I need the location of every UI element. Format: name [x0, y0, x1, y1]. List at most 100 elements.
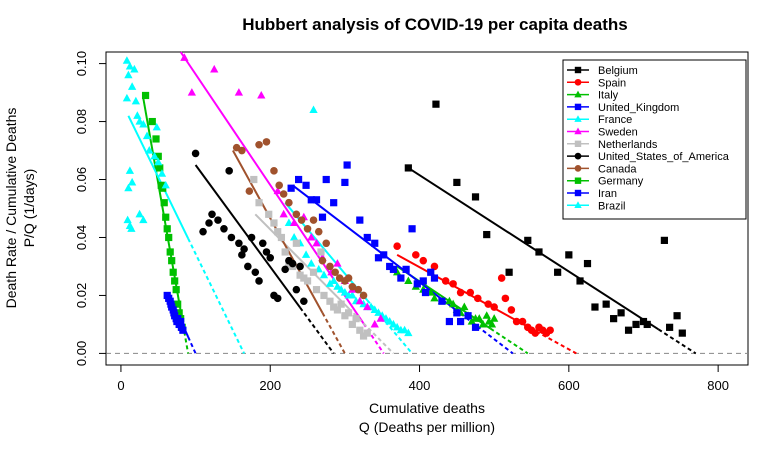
- point-netherlands: [330, 303, 338, 311]
- point-sweden: [234, 88, 244, 96]
- point-united-states-of-america: [191, 149, 200, 158]
- x-tick-label: 200: [259, 378, 281, 393]
- point-sweden: [180, 53, 189, 61]
- legend-marker: [574, 103, 582, 111]
- legend-item-united-kingdom: United_Kingdom: [567, 102, 679, 114]
- point-united-states-of-america: [247, 233, 256, 242]
- fit-extrapolation-united-kingdom: [459, 312, 514, 355]
- point-netherlands: [281, 248, 289, 256]
- point-belgium: [404, 164, 412, 172]
- point-united-kingdom: [302, 181, 310, 189]
- point-united-kingdom: [330, 199, 338, 207]
- point-netherlands: [303, 277, 312, 285]
- point-france: [348, 290, 357, 299]
- point-united-kingdom: [322, 175, 330, 184]
- point-belgium: [617, 309, 625, 317]
- point-canada: [275, 181, 283, 190]
- legend-label: Iran: [598, 188, 617, 200]
- point-germany: [148, 117, 156, 126]
- point-united-kingdom: [402, 265, 410, 273]
- point-germany: [154, 152, 162, 160]
- point-canada: [314, 227, 323, 236]
- point-brazil: [127, 177, 137, 186]
- point-sweden: [279, 209, 288, 218]
- point-belgium: [554, 268, 562, 276]
- point-italy: [487, 319, 497, 328]
- y-tick-label: 0.06: [74, 167, 89, 192]
- point-brazil: [145, 146, 154, 154]
- point-united-states-of-america: [300, 297, 308, 306]
- point-sweden: [376, 314, 385, 322]
- point-united-kingdom: [363, 233, 371, 242]
- legend-label: Germany: [598, 176, 644, 188]
- y-tick-label: 0.02: [74, 283, 89, 308]
- point-canada: [318, 256, 327, 265]
- point-spain: [449, 280, 457, 288]
- point-brazil: [131, 96, 141, 105]
- fit-extrapolation-canada: [321, 312, 346, 354]
- point-canada: [359, 291, 368, 300]
- point-france: [359, 299, 368, 308]
- x-axis-label: Cumulative deaths: [369, 400, 485, 416]
- point-spain: [518, 317, 527, 326]
- legend-label: Brazil: [598, 200, 626, 212]
- legend-label: Netherlands: [598, 139, 658, 151]
- point-brazil: [124, 183, 133, 192]
- legend-item-belgium: Belgium: [567, 65, 638, 77]
- point-canada: [255, 140, 263, 149]
- point-united-states-of-america: [296, 262, 304, 271]
- point-united-kingdom: [307, 196, 315, 204]
- point-brazil: [150, 151, 159, 160]
- point-united-states-of-america: [244, 262, 252, 271]
- point-germany: [171, 277, 179, 285]
- point-germany: [174, 300, 182, 308]
- point-united-kingdom: [427, 268, 435, 276]
- point-spain: [501, 294, 510, 303]
- point-sweden: [355, 296, 364, 305]
- point-brazil: [135, 117, 144, 125]
- y-axis-label: Death Rate / Cumulative Deaths: [3, 108, 19, 309]
- point-italy: [475, 314, 484, 322]
- legend-marker: [574, 127, 582, 135]
- fit-extrapolation-iran: [187, 336, 197, 354]
- data-points: [122, 53, 686, 340]
- point-united-states-of-america: [199, 227, 207, 236]
- legend-marker: [574, 66, 582, 74]
- point-france: [392, 322, 402, 331]
- point-spain: [507, 306, 516, 314]
- point-netherlands: [348, 320, 356, 329]
- point-united-kingdom: [389, 265, 398, 273]
- fit-line-belgium: [407, 167, 659, 331]
- point-united-kingdom: [341, 178, 349, 187]
- x-axis-label-units: Q (Deaths per million): [359, 419, 495, 435]
- point-netherlands: [356, 326, 364, 334]
- point-germany: [163, 225, 171, 233]
- fit-line-netherlands: [254, 213, 350, 309]
- point-united-states-of-america: [235, 239, 243, 248]
- x-tick-label: 600: [558, 378, 580, 393]
- legend-item-sweden: Sweden: [567, 127, 638, 139]
- point-canada: [331, 268, 339, 277]
- point-netherlands: [326, 297, 334, 305]
- fit-extrapolation-belgium: [657, 328, 697, 355]
- point-united-kingdom: [386, 262, 394, 271]
- point-canada: [309, 216, 318, 224]
- point-france: [370, 305, 379, 313]
- point-france: [307, 259, 316, 267]
- point-netherlands: [300, 274, 308, 282]
- legend-item-spain: Spain: [567, 77, 626, 89]
- point-france: [340, 288, 350, 296]
- point-united-states-of-america: [255, 277, 263, 285]
- point-united-states-of-america: [292, 285, 301, 294]
- point-belgium: [535, 248, 543, 256]
- point-netherlands: [341, 312, 349, 320]
- point-brazil: [122, 56, 132, 64]
- point-united-states-of-america: [251, 268, 260, 277]
- point-france: [333, 282, 342, 290]
- legend-marker: [574, 177, 582, 184]
- point-sweden: [273, 186, 282, 195]
- point-france: [381, 314, 391, 322]
- point-spain: [546, 326, 554, 335]
- point-spain: [393, 242, 401, 250]
